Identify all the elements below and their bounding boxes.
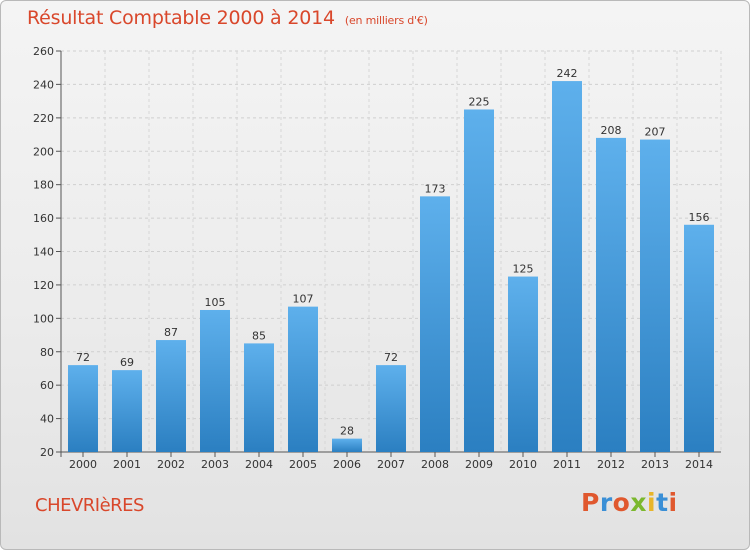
bar-2011 [552,81,582,452]
y-tick-label: 60 [40,379,54,392]
y-tick-label: 40 [40,413,54,426]
x-tick-label: 2000 [69,458,97,471]
x-tick-label: 2011 [553,458,581,471]
bar-2008 [420,196,450,452]
y-tick-label: 20 [40,446,54,459]
x-tick-label: 2013 [641,458,669,471]
y-tick-label: 220 [33,112,54,125]
bar-2014 [684,224,714,452]
x-tick-label: 2010 [509,458,537,471]
bar-2012 [596,137,626,452]
y-tick-label: 80 [40,346,54,359]
logo-letter: r [599,488,613,517]
bar-2005 [288,306,318,452]
data-label-2013: 207 [645,126,666,139]
x-tick-label: 2003 [201,458,229,471]
bar-2004 [244,343,274,452]
x-tick-label: 2006 [333,458,361,471]
data-label-2014: 156 [689,211,710,224]
bar-2002 [156,340,186,452]
x-tick-label: 2004 [245,458,273,471]
y-tick-label: 120 [33,279,54,292]
bar-2007 [376,365,406,452]
data-label-2006: 28 [340,425,354,438]
y-tick-label: 180 [33,179,54,192]
bars [68,81,714,453]
proxiti-logo: Proxiti [581,488,678,517]
y-tick-label: 240 [33,78,54,91]
x-tick-label: 2007 [377,458,405,471]
data-label-2005: 107 [293,293,314,306]
y-tick-label: 200 [33,145,54,158]
bar-2000 [68,365,98,452]
commune-name: CHEVRIèRES [35,495,145,516]
x-tick-label: 2012 [597,458,625,471]
chart-subtitle: (en milliers d'€) [344,14,428,27]
logo-letter: x [630,488,647,517]
x-tick-label: 2014 [685,458,713,471]
data-label-2001: 69 [120,356,134,369]
data-label-2008: 173 [425,182,446,195]
data-label-2011: 242 [557,67,578,80]
chart-title: Résultat Comptable 2000 à 2014 (en millie… [27,7,428,29]
logo-letter: o [612,488,631,517]
logo-letter: i [647,488,657,517]
data-label-2009: 225 [469,95,490,108]
data-label-2002: 87 [164,326,178,339]
chart-title-text: Résultat Comptable 2000 à 2014 [27,7,335,29]
bar-2009 [464,109,494,453]
logo-letter: t [656,488,669,517]
x-tick-label: 2008 [421,458,449,471]
bar-2006 [332,438,362,452]
data-label-2003: 105 [205,296,226,309]
bar-2001 [112,370,142,452]
x-tick-label: 2001 [113,458,141,471]
data-label-2007: 72 [384,351,398,364]
x-tick-label: 2009 [465,458,493,471]
y-tick-label: 260 [33,45,54,58]
bar-2013 [640,139,670,452]
data-label-2012: 208 [601,124,622,137]
bar-2003 [200,309,230,452]
x-tick-label: 2005 [289,458,317,471]
data-label-2004: 85 [252,329,266,342]
y-tick-label: 160 [33,212,54,225]
x-tick-label: 2002 [157,458,185,471]
data-label-2000: 72 [76,351,90,364]
bar-2010 [508,276,538,452]
y-tick-label: 140 [33,246,54,259]
data-label-2010: 125 [513,263,534,276]
logo-letter: i [668,488,678,517]
labels: 20 40 60 80 100 120 140 160 180 200 220 240 260 72 200… [33,45,713,471]
logo-letter: P [581,488,600,517]
y-tick-label: 100 [33,312,54,325]
